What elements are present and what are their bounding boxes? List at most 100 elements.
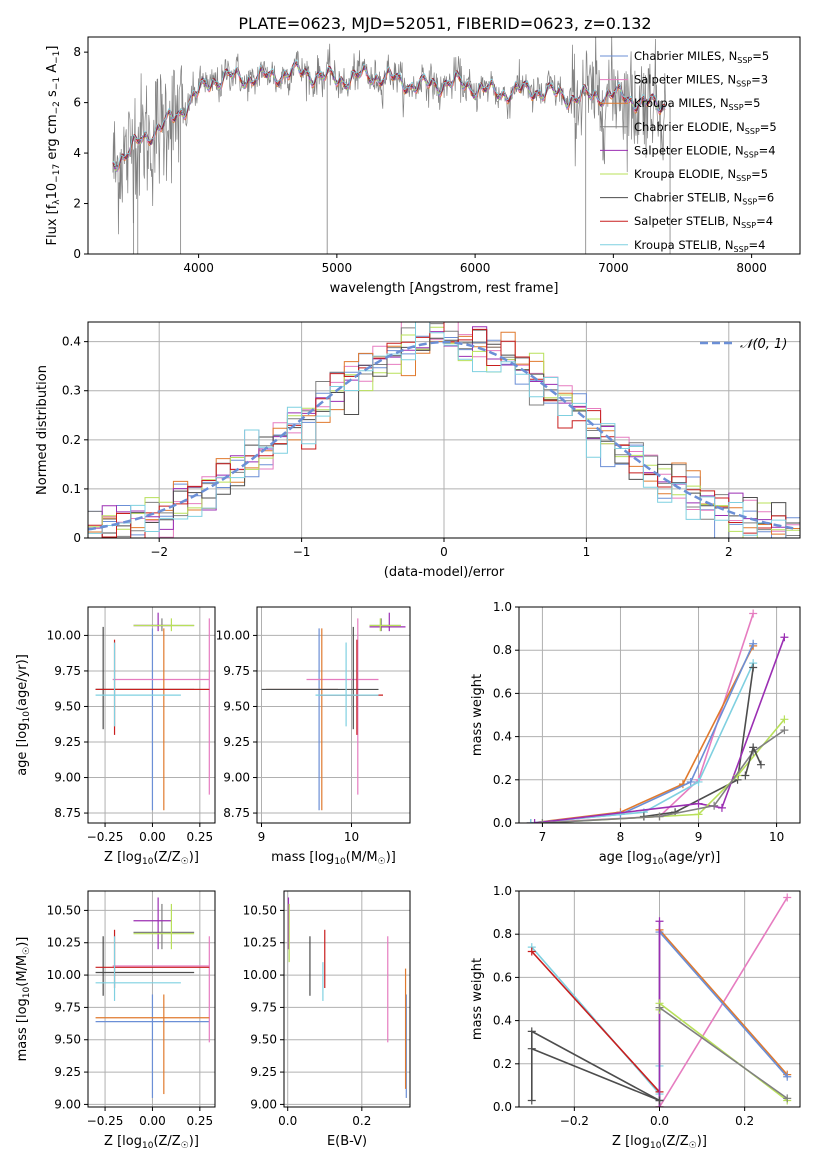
legend-entry: Kroupa ELODIE, NSSP=5 [634,167,768,183]
y-axis-label: mass weight [470,958,485,1040]
y-tick-label: 0.2 [62,433,81,447]
ticks-age_vs_mass: 9 10 8.75 9.00 9.25 9.50 9.75 10.00 [216,628,360,844]
legend-entry: Chabrier STELIB, NSSP=6 [634,191,774,207]
y-tick-label: 0.2 [493,1057,512,1071]
panel-weight_vs_Z: −0.2 0.0 0.2 0.0 0.2 0.4 0.6 0.8 1.0 Z [log10(Z/Z… [470,884,801,1151]
panel-age_vs_Z: −0.25 0.00 0.25 8.75 9.00 9.25 9.50 9.75 10.00 Z … [15,606,216,867]
plot-area-residual_hist [88,322,800,538]
histogram-legend: 𝒩(0, 1) [700,337,787,352]
y-tick-label: 0 [73,531,81,545]
weight-marker [717,803,726,812]
weight-series-chabrier_miles [526,639,758,823]
errorbar-point-kroupa_elodie [133,903,195,950]
x-axis-label: Z [log10(Z/Z☉)] [104,1134,199,1151]
y-tick-label: 0.0 [493,1100,512,1114]
plot-area-weight_vs_age [526,609,789,823]
y-tick-label: 9.50 [250,1033,277,1047]
y-tick-label: 10.25 [47,936,81,950]
y-tick-label: 9.25 [250,1065,277,1079]
x-tick-label: 0.00 [139,830,166,844]
x-tick-label: 7 [539,830,547,844]
plot-area-age_vs_mass [261,612,406,811]
y-tick-label: 10.50 [47,903,81,917]
errorbar-point-chabrier_miles [95,994,210,1098]
y-tick-label: 9.50 [223,699,250,713]
plot-area-mass_vs_EBV [287,897,407,1098]
x-tick-label: 8 [617,830,625,844]
legend-entry: Kroupa MILES, NSSP=5 [634,96,760,112]
weight-marker [710,801,719,810]
weight-marker [783,1072,792,1081]
y-tick-label: 8.75 [54,806,81,820]
plot-area-weight_vs_Z [527,893,792,1107]
x-axis-label: Z [log10(Z/Z☉)] [612,1134,707,1151]
y-tick-label: 0.2 [493,773,512,787]
ticks-spectrum: 4000 5000 6000 7000 8000 0 2 4 6 8 [73,45,767,275]
x-tick-label: −0.2 [560,1114,589,1128]
errorbar-point-salpeter_miles [112,936,210,1043]
x-tick-label: 1 [583,545,591,559]
x-axis-label: wavelength [Angstrom, rest frame] [330,281,559,296]
errorbar-point-salpeter_miles [306,618,379,795]
y-tick-label: 9.00 [54,771,81,785]
x-tick-label: 5000 [322,261,353,275]
y-tick-label: 0 [73,247,81,261]
x-tick-label: 0.0 [278,1114,297,1128]
legend-entry: Salpeter ELODIE, NSSP=4 [634,143,776,159]
x-tick-label: 6000 [460,261,491,275]
plot-area-mass_vs_Z [95,897,210,1098]
x-tick-label: 7000 [598,261,629,275]
y-tick-label: 0.4 [493,730,512,744]
histogram-kroupa_stelib [88,322,800,538]
figure-title: PLATE=0623, MJD=52051, FIBERID=0623, z=0… [238,14,651,33]
axes-frame [256,606,411,824]
normal-curve [88,340,798,531]
errorbar-point-kroupa_miles [95,994,210,1095]
ticks-mass_vs_EBV: 0.0 0.2 9.00 9.25 9.50 9.75 10.00 10.25 10.50 [243,903,372,1128]
weight-marker [527,1027,536,1036]
histogram-salpeter_stelib [88,322,800,538]
axes-frame [518,890,801,1108]
errorbar-point-chabrier_stelib [95,936,195,996]
x-tick-label: 0.00 [139,1114,166,1128]
x-axis-label: (data-model)/error [384,565,505,580]
panel-age_vs_mass: 9 10 8.75 9.00 9.25 9.50 9.75 10.00 mass [log10(… [216,606,411,867]
x-axis-label: age [log10(age/yr)] [599,850,721,867]
y-axis-label: age [log10(age/yr)] [15,654,32,776]
x-tick-label: 9 [695,830,703,844]
y-tick-label: 8 [73,45,81,59]
weight-series-salpeter_elodie [655,917,664,1107]
legend-entry: Chabrier ELODIE, NSSP=5 [634,120,777,136]
legend-entry: Chabrier MILES, NSSP=5 [634,49,769,65]
y-tick-label: 10.50 [243,903,277,917]
panels: 4000 5000 6000 7000 8000 0 2 4 6 8 wavelength [Ang… [15,36,801,1151]
errorbar-point-kroupa_elodie [369,618,401,632]
weight-marker [749,609,758,618]
panel-weight_vs_age: 7 8 9 10 0.0 0.2 0.4 0.6 0.8 1.0 age [log10(age/yr… [470,600,801,867]
ticks-residual_hist: −2 −1 0 1 2 0 0.1 0.2 0.3 0.4 [62,335,733,559]
weight-series-chabrier_stelib [741,743,765,780]
y-tick-label: 4 [73,146,81,160]
plot-area-age_vs_Z [95,612,210,811]
observed-spectrum-line [112,37,667,235]
y-tick-label: 9.00 [223,771,250,785]
weight-marker [527,1096,536,1105]
panel-residual_hist: −2 −1 0 1 2 0 0.1 0.2 0.3 0.4 (data-model)/error No… [35,321,801,580]
weight-series-chabrier_elodie [655,1003,792,1103]
weight-series-salpeter_elodie [530,633,789,823]
errorbar-point-chabrier_stelib [261,626,379,730]
x-axis-label: Z [log10(Z/Z☉)] [104,850,199,867]
y-tick-label: 0.0 [493,816,512,830]
y-tick-label: 1.0 [493,600,512,614]
y-tick-label: 9.75 [223,664,250,678]
weight-marker [538,819,547,823]
y-axis-label: mass weight [470,674,485,756]
y-tick-label: 10.25 [243,936,277,950]
y-tick-label: 9.25 [54,735,81,749]
y-tick-label: 9.25 [54,1065,81,1079]
axes-frame [283,890,411,1108]
errorbar-point-kroupa_stelib [95,642,181,727]
y-tick-label: 0.6 [493,970,512,984]
axes-frame [518,606,801,824]
y-tick-label: 0.3 [62,384,81,398]
